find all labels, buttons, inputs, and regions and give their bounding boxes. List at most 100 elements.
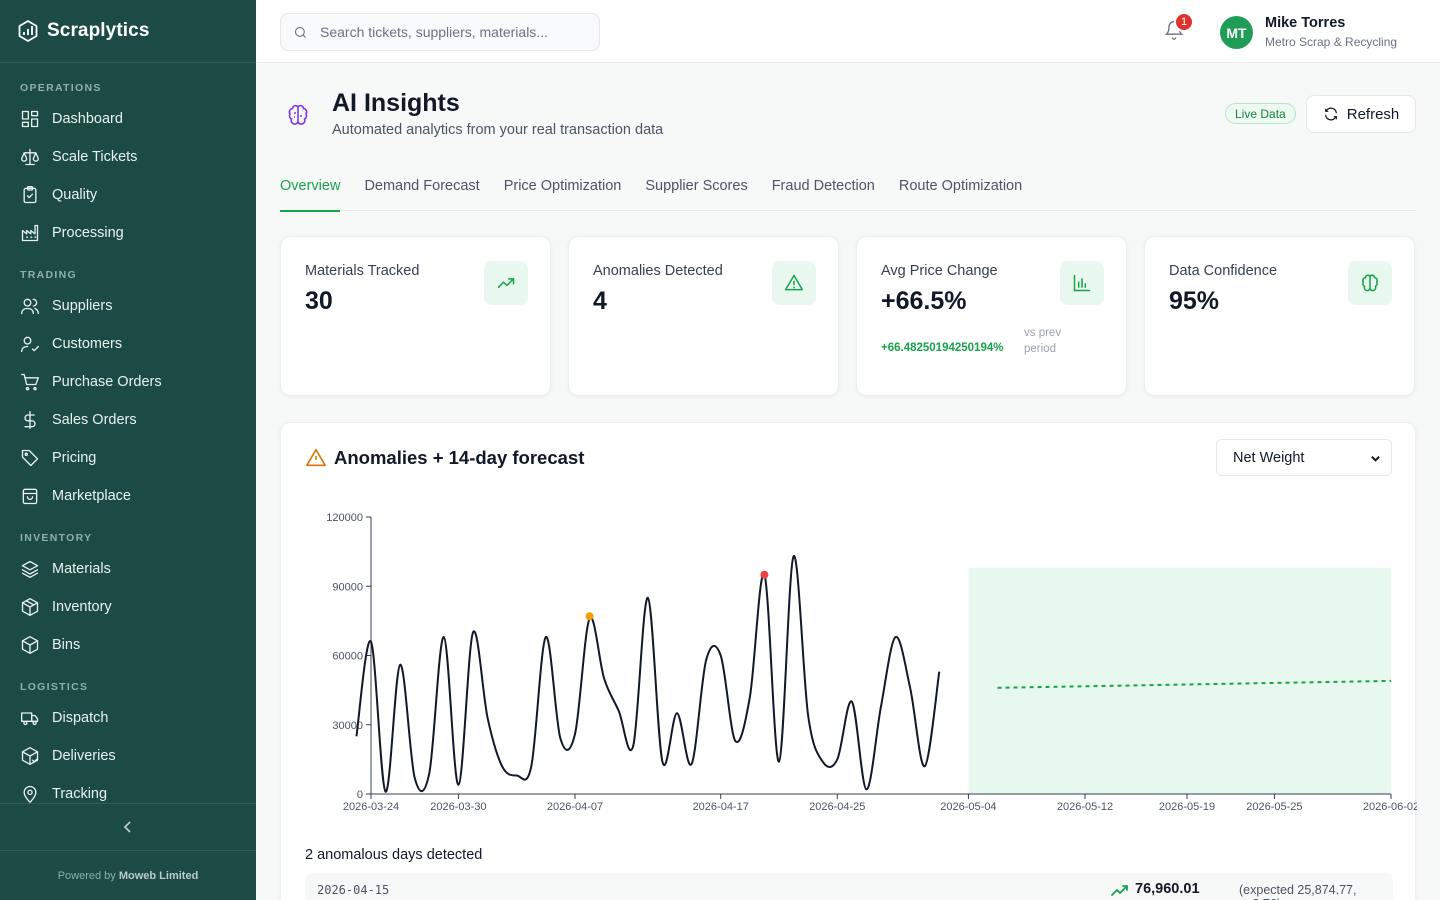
tab-fraud-detection[interactable]: Fraud Detection <box>771 178 875 194</box>
stat-card-materials-tracked: Materials Tracked 30 <box>280 236 551 396</box>
x-tick-label: 2026-03-30 <box>430 801 486 813</box>
stat-value: +66.5% <box>881 287 967 315</box>
sidebar-item-label: Suppliers <box>52 298 113 314</box>
cart-icon <box>21 373 39 391</box>
stat-label: Anomalies Detected <box>593 263 723 279</box>
trending-up-icon-wrap <box>1111 883 1129 897</box>
stat-label: Avg Price Change <box>881 263 998 279</box>
bar-chart-icon <box>1073 274 1091 292</box>
x-tick-label: 2026-05-19 <box>1159 801 1215 813</box>
sidebar-item-label: Scale Tickets <box>52 149 138 165</box>
search-input[interactable] <box>320 24 580 40</box>
y-tick-label: 90000 <box>332 581 363 593</box>
refresh-label: Refresh <box>1346 105 1400 123</box>
x-tick-label: 2026-06-02 <box>1363 801 1417 813</box>
anomaly-list-item[interactable]: 2026-04-15 76,960.01 (expected 25,874.77… <box>305 873 1393 900</box>
avatar[interactable]: MT <box>1220 16 1253 49</box>
sidebar-item-label: Materials <box>52 561 111 577</box>
bell-icon <box>1164 21 1184 40</box>
sidebar-item-scale-tickets[interactable]: Scale Tickets <box>0 138 256 176</box>
users-icon <box>21 298 39 315</box>
page-subtitle: Automated analytics from your real trans… <box>332 122 664 138</box>
collapse-sidebar-button[interactable] <box>0 803 256 851</box>
section-label-logistics: LOGISTICS <box>20 681 89 693</box>
search-icon <box>294 26 306 38</box>
x-tick-label: 2026-05-04 <box>940 801 996 813</box>
trending-up-icon <box>497 278 515 288</box>
sidebar-item-label: Sales Orders <box>52 412 137 428</box>
layers-icon <box>21 560 39 578</box>
tag-icon <box>21 449 39 467</box>
sidebar-item-label: Tracking <box>52 786 108 802</box>
sidebar-item-dashboard[interactable]: Dashboard <box>0 100 256 138</box>
insight-tabs: Overview Demand Forecast Price Optimizat… <box>280 176 1416 212</box>
sidebar-item-bins[interactable]: Bins <box>0 626 256 664</box>
anomaly-value: 76,960.01 <box>1135 881 1200 897</box>
warning-icon-wrap <box>305 447 327 469</box>
tab-supplier-scores[interactable]: Supplier Scores <box>645 178 748 194</box>
chevron-left-icon <box>123 821 131 833</box>
stat-label: Data Confidence <box>1169 263 1278 279</box>
sidebar-item-deliveries[interactable]: Deliveries <box>0 737 256 775</box>
tab-price-optimization[interactable]: Price Optimization <box>503 178 622 194</box>
metric-select[interactable]: Net Weight <box>1216 439 1392 476</box>
sidebar-item-label: Inventory <box>52 599 112 615</box>
sidebar-item-label: Pricing <box>52 450 97 466</box>
brand[interactable]: Scraplytics <box>0 0 256 63</box>
notification-count-badge: 1 <box>1174 12 1194 32</box>
stat-icon-box <box>772 261 816 305</box>
stat-icon-box <box>484 261 528 305</box>
x-tick-label: 2026-04-07 <box>547 801 603 813</box>
stat-change-note: vs prev period <box>1024 327 1062 355</box>
sidebar-item-purchase-orders[interactable]: Purchase Orders <box>0 363 256 401</box>
user-name[interactable]: Mike Torres <box>1265 15 1346 31</box>
sidebar-item-processing[interactable]: Processing <box>0 214 256 252</box>
stat-change: +66.48250194250194% <box>881 342 1004 354</box>
brain-icon <box>1362 274 1378 292</box>
package-check-icon <box>21 747 39 765</box>
user-check-icon <box>21 336 39 353</box>
sidebar-item-tracking[interactable]: Tracking <box>0 775 256 813</box>
refresh-button[interactable]: Refresh <box>1306 95 1416 133</box>
warning-icon <box>306 448 326 467</box>
anomaly-date: 2026-04-15 <box>317 883 390 897</box>
search-box[interactable] <box>280 13 600 51</box>
anomaly-summary: 2 anomalous days detected <box>305 847 483 863</box>
stat-icon-box <box>1348 261 1392 305</box>
sidebar-item-pricing[interactable]: Pricing <box>0 439 256 477</box>
anomalies-forecast-panel: Anomalies + 14-day forecast Net Weight 0… <box>280 422 1417 900</box>
dollar-icon <box>24 411 36 429</box>
anomaly-forecast-chart: 0 30000 60000 90000 120000 2026-03-24 2026-03-… <box>326 512 1417 813</box>
page-title: AI Insights <box>332 89 460 117</box>
sidebar-item-customers[interactable]: Customers <box>0 325 256 363</box>
series-line <box>355 555 941 793</box>
sidebar-item-label: Dashboard <box>52 111 123 127</box>
powered-by: Powered by Moweb Limited <box>0 870 256 882</box>
forecast-band <box>968 567 1391 794</box>
anomaly-point <box>760 570 769 579</box>
tab-overview[interactable]: Overview <box>280 176 341 212</box>
x-tick-label: 2026-05-25 <box>1246 801 1302 813</box>
live-data-badge: Live Data <box>1225 103 1296 124</box>
sidebar-item-inventory[interactable]: Inventory <box>0 588 256 626</box>
sidebar-item-sales-orders[interactable]: Sales Orders <box>0 401 256 439</box>
sidebar-item-materials[interactable]: Materials <box>0 550 256 588</box>
sidebar-item-label: Marketplace <box>52 488 131 504</box>
store-icon <box>22 488 38 505</box>
sidebar-item-label: Processing <box>52 225 124 241</box>
topbar: 1 MT Mike Torres Metro Scrap & Recycling <box>256 0 1440 63</box>
x-tick-label: 2026-04-17 <box>693 801 749 813</box>
stat-card-data-confidence: Data Confidence 95% <box>1144 236 1415 396</box>
sidebar-item-suppliers[interactable]: Suppliers <box>0 287 256 325</box>
sidebar-item-dispatch[interactable]: Dispatch <box>0 699 256 737</box>
sidebar-item-quality[interactable]: Quality <box>0 176 256 214</box>
tab-demand-forecast[interactable]: Demand Forecast <box>364 178 480 194</box>
forecast-line <box>997 679 1392 689</box>
y-tick-label: 0 <box>357 789 363 801</box>
x-tick-label: 2026-04-25 <box>809 801 865 813</box>
notifications-button[interactable] <box>1164 20 1186 42</box>
sidebar-item-marketplace[interactable]: Marketplace <box>0 477 256 515</box>
tab-route-optimization[interactable]: Route Optimization <box>898 178 1023 194</box>
y-tick-label: 60000 <box>332 651 363 663</box>
x-tick-label: 2026-05-12 <box>1057 801 1113 813</box>
